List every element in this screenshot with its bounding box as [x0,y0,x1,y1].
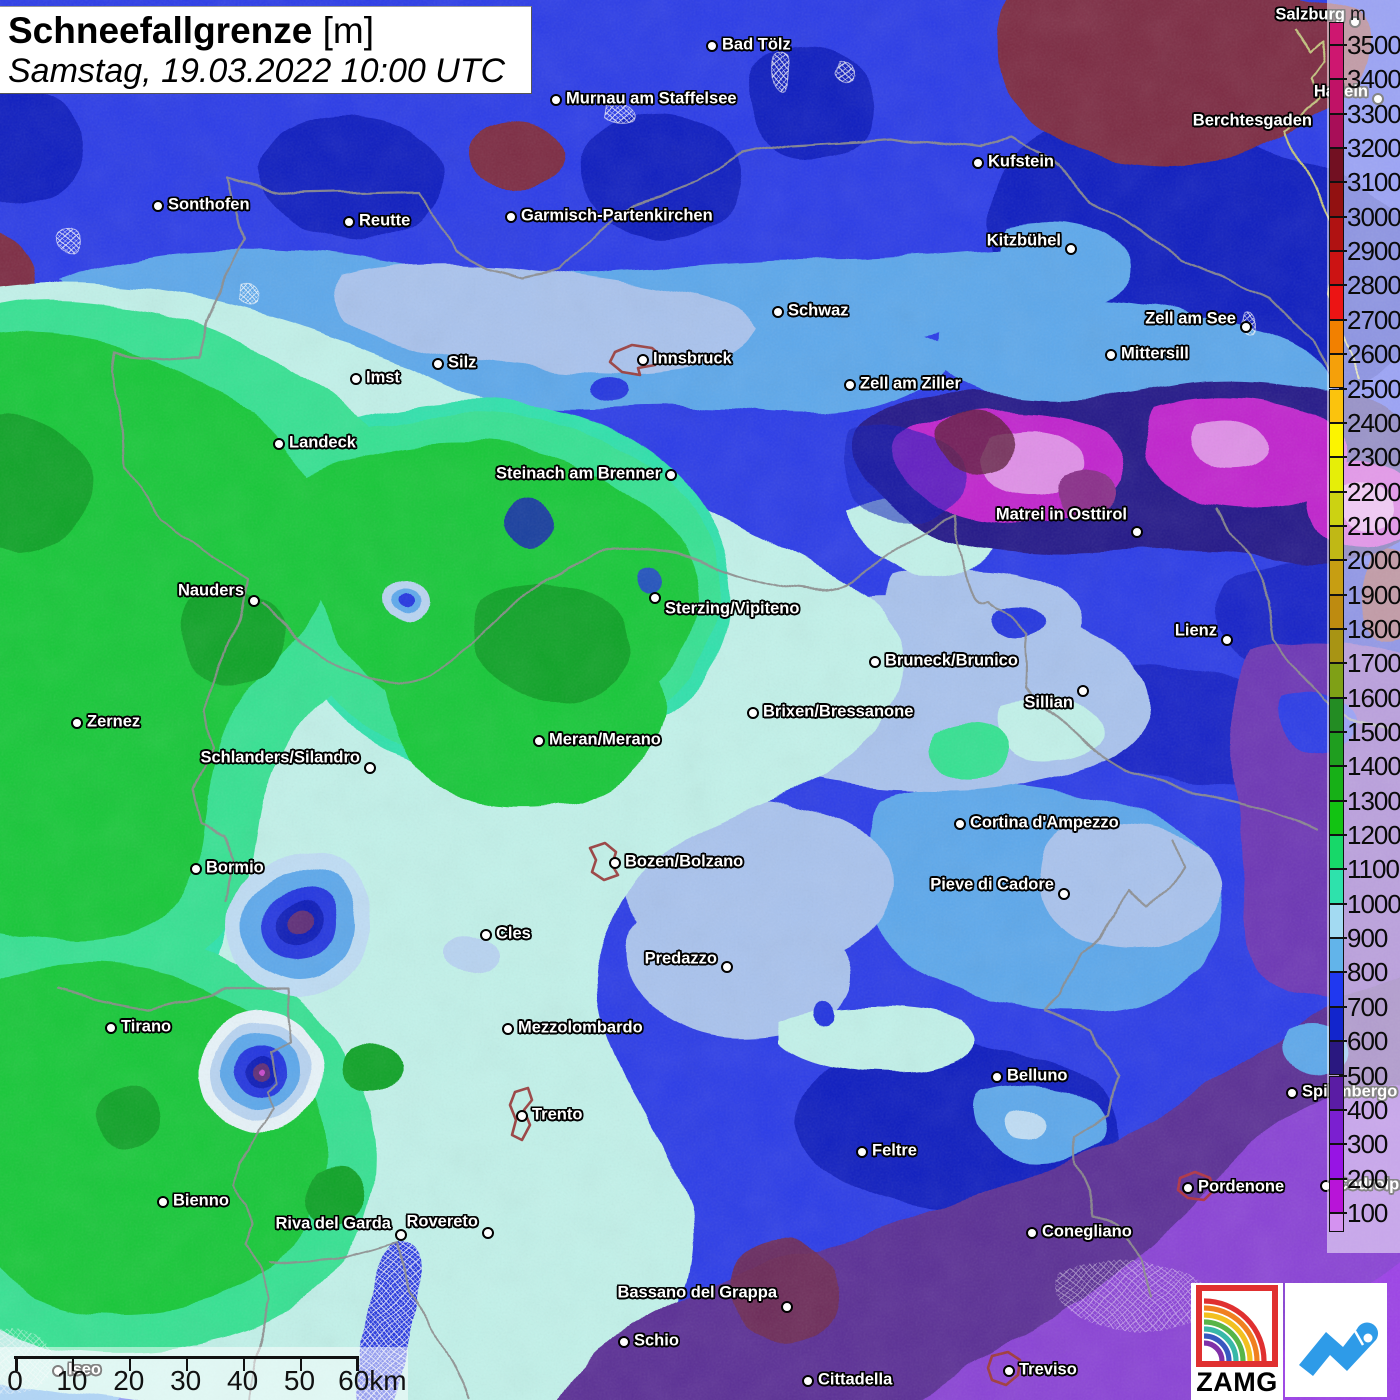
scalebar-tick [71,1356,75,1371]
title-box: Schneefallgrenze [m] Samstag, 19.03.2022… [0,6,532,94]
scalebar-tick-label: 50 [283,1365,316,1396]
legend-background-strip [1327,0,1400,1253]
scalebar-tick-label: 0 [7,1365,23,1396]
scalebar-tick [356,1356,359,1371]
scalebar-tick [185,1356,189,1371]
scalebar-tick-label: 10 [56,1365,88,1396]
scalebar-tick [299,1356,302,1371]
zamg-wordmark: ZAMG [1196,1367,1278,1397]
valid-datetime: Samstag, 19.03.2022 10:00 UTC [8,51,506,90]
mountain-snow-icon [1299,1322,1379,1376]
zamg-logo: ZAMG [1191,1283,1283,1400]
page-title: Schneefallgrenze [m] [8,10,523,52]
snow-report-logo [1285,1283,1387,1397]
scalebar-tick [128,1356,132,1371]
scalebar-tick-label: 30 [170,1365,202,1396]
scalebar-tick-label: 20 [113,1365,145,1396]
scalebar-line [14,1356,356,1359]
product-unit: [m] [322,10,375,51]
scalebar-tick [242,1356,246,1371]
zamg-rainbow-icon [1196,1285,1278,1367]
scalebar-tick-label: 40 [227,1365,259,1396]
distance-scalebar: 0 10 20 30 40 50 60km [0,1347,408,1400]
scalebar-tick [15,1356,18,1371]
product-name: Schneefallgrenze [8,10,313,51]
scalebar-tick-label: 60km [338,1365,407,1396]
